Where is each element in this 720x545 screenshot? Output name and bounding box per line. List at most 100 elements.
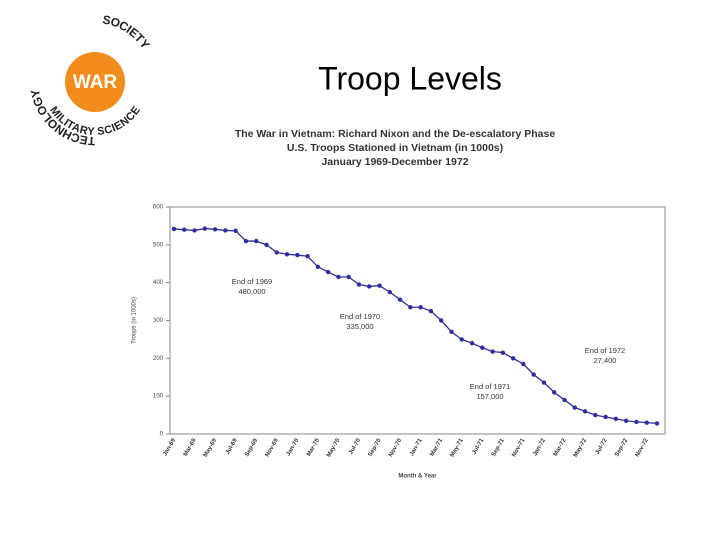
x-tick-label: May-71 [449, 437, 465, 458]
logo: WAR TECHNOLOGY SOCIETY MILITARY SCIENCE [28, 13, 152, 148]
annotation: 335,000 [346, 322, 373, 331]
annotation: End of 1972 [585, 346, 625, 355]
data-point [387, 289, 393, 295]
x-tick-label: Jul-69 [225, 437, 239, 456]
x-tick-label: Jul-72 [595, 437, 609, 456]
data-point [233, 228, 238, 234]
x-tick-label: Sep-69 [244, 437, 259, 458]
data-point [315, 264, 321, 269]
chart-title: January 1969-December 1972 [321, 156, 468, 168]
slide-title: Troop Levels [318, 60, 502, 96]
x-tick-label: Jan-69 [162, 437, 177, 457]
data-point [480, 345, 485, 350]
series-line [173, 227, 658, 425]
x-tick-label: Jan-72 [532, 437, 547, 457]
x-tick-label: Mar-71 [429, 437, 444, 457]
chart-title: U.S. Troops Stationed in Vietnam (in 100… [287, 142, 503, 154]
x-tick-label: Jan-71 [409, 437, 424, 457]
x-tick-label: May-72 [573, 437, 589, 458]
logo-disc [65, 52, 125, 112]
data-point [254, 238, 259, 244]
data-point [593, 412, 598, 418]
data-point [264, 242, 269, 248]
x-tick-label: May-69 [203, 437, 219, 458]
data-point [490, 349, 495, 354]
data-point [182, 227, 187, 232]
data-point [459, 337, 464, 342]
data-point [500, 350, 506, 355]
y-tick-label: 600 [153, 205, 164, 211]
data-point [408, 305, 413, 310]
data-point [346, 274, 351, 280]
data-point [305, 253, 310, 259]
x-tick-label: May-70 [326, 437, 342, 458]
data-point [654, 421, 660, 426]
x-tick-label: Jul-70 [348, 437, 362, 456]
x-tick-label: Nov-70 [388, 437, 404, 458]
data-point [541, 380, 547, 385]
data-point [552, 390, 557, 395]
data-point [644, 420, 649, 425]
chart-title: The War in Vietnam: Richard Nixon and th… [235, 128, 555, 140]
data-point [521, 361, 526, 367]
data-point [377, 283, 382, 288]
annotation: 480,000 [238, 287, 265, 296]
data-point [438, 318, 444, 323]
x-tick-label: Sep-72 [614, 437, 629, 458]
annotation: End of 1971 [470, 382, 510, 391]
annotation: 157,000 [476, 392, 503, 401]
data-point [397, 297, 403, 302]
y-tick-label: 200 [153, 356, 164, 362]
data-point [223, 228, 228, 233]
y-tick-label: 400 [153, 280, 164, 286]
data-point [243, 238, 249, 244]
data-point [428, 308, 434, 314]
data-point [336, 274, 341, 280]
data-point [582, 409, 588, 414]
data-point [449, 329, 454, 335]
data-point [171, 226, 177, 232]
x-tick-label: Mar-70 [306, 437, 321, 457]
y-tick-label: 0 [160, 432, 164, 438]
y-tick-label: 100 [153, 394, 164, 400]
data-point [367, 284, 372, 289]
data-point [212, 227, 218, 232]
logo-center: WAR [73, 72, 118, 93]
x-tick-label: Nov-71 [511, 437, 527, 458]
data-point [202, 226, 208, 231]
data-point [623, 418, 629, 423]
y-axis-label: Troops (in 1000s) [132, 297, 138, 344]
x-tick-label: Sep-70 [368, 437, 383, 458]
x-tick-label: Mar-69 [183, 437, 198, 457]
data-point [531, 372, 536, 377]
x-tick-label: Nov-72 [635, 437, 651, 458]
data-point [510, 356, 516, 361]
data-point [603, 414, 608, 420]
x-tick-label: Jul-71 [472, 437, 486, 456]
data-point [613, 416, 619, 422]
logo-ring-text: SOCIETY [101, 13, 152, 52]
data-point [469, 341, 475, 346]
y-tick-label: 300 [153, 318, 164, 324]
data-point [295, 252, 300, 258]
data-point [634, 419, 639, 425]
x-tick-label: Sep-71 [491, 437, 506, 458]
data-point [274, 250, 279, 255]
data-point [356, 282, 362, 287]
data-point [192, 228, 197, 233]
data-point [284, 252, 290, 257]
data-point [418, 305, 423, 310]
annotation: End of 1970 [340, 312, 380, 321]
annotation: 27,400 [594, 356, 617, 365]
data-point [562, 397, 567, 403]
data-point [572, 405, 577, 410]
x-tick-label: Nov-69 [265, 437, 281, 458]
x-tick-label: Jan-70 [286, 437, 301, 457]
x-axis-label: Month & Year [398, 474, 437, 480]
data-point [325, 269, 331, 275]
x-tick-label: Mar-72 [553, 437, 568, 457]
y-tick-label: 500 [153, 242, 164, 248]
logo-top-right: SOCIETY [101, 13, 152, 52]
annotation: End of 1969 [232, 277, 272, 286]
